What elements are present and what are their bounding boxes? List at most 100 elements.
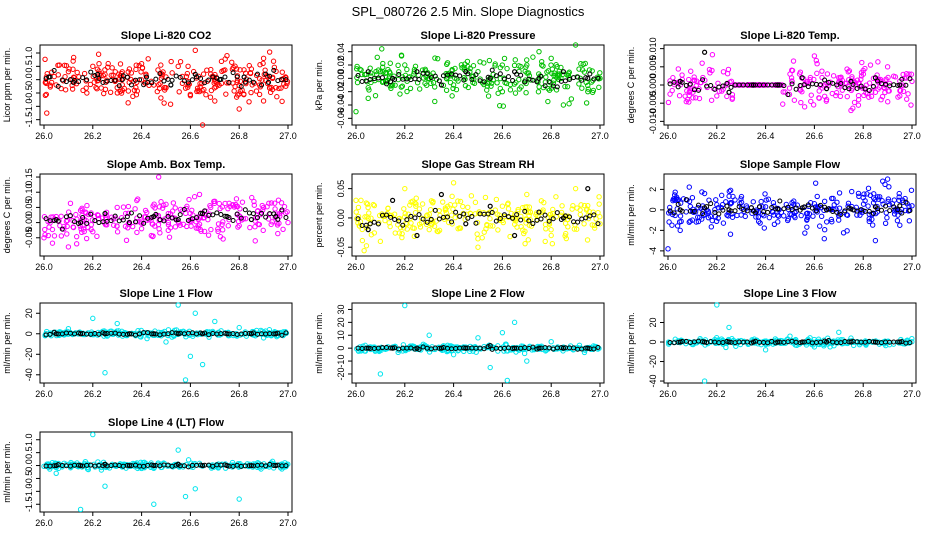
subset-point [124, 74, 130, 80]
data-point [168, 58, 174, 65]
data-point [218, 58, 225, 65]
x-tick-label: 27.0 [279, 518, 297, 528]
subset-point [822, 77, 828, 83]
data-point [450, 351, 457, 358]
x-tick-label: 26.4 [757, 389, 775, 399]
data-point [884, 215, 890, 221]
subset-point [267, 73, 273, 79]
subset-point [575, 74, 581, 80]
data-point [816, 223, 823, 229]
x-tick-label: 26.2 [396, 389, 414, 399]
series-subset-points [43, 461, 289, 470]
data-point [169, 70, 175, 76]
data-point [386, 220, 392, 226]
data-point [475, 335, 481, 341]
data-point [376, 212, 383, 219]
subset-point [432, 207, 438, 213]
subset-point [591, 346, 597, 352]
data-point [502, 79, 508, 86]
data-point [379, 64, 386, 70]
data-point [449, 193, 455, 200]
subset-point [773, 206, 779, 212]
y-tick-label: 0.00 [336, 209, 346, 227]
data-point [241, 91, 247, 98]
data-point [83, 210, 89, 216]
data-point [720, 341, 726, 347]
subset-point [181, 206, 187, 212]
data-point [762, 204, 769, 210]
data-point [371, 202, 378, 209]
data-point [361, 247, 367, 254]
subset-point [119, 77, 125, 83]
data-point [374, 54, 380, 60]
data-point [108, 72, 114, 79]
x-tick-label: 26.6 [806, 262, 824, 272]
subset-point [726, 339, 732, 345]
subset-point [224, 462, 230, 469]
data-point [377, 68, 384, 75]
data-point [159, 205, 166, 211]
data-point [821, 198, 828, 205]
data-point [815, 205, 821, 212]
x-tick-label: 26.8 [230, 389, 248, 399]
series-subset-points [667, 197, 913, 217]
data-point [863, 342, 869, 348]
subset-point [84, 77, 90, 83]
data-point [484, 221, 490, 228]
x-tick-label: 27.0 [903, 262, 921, 272]
data-point [432, 55, 438, 61]
y-tick-label: 2 [648, 187, 658, 192]
y-tick-label: 0.04 [336, 43, 346, 61]
data-point [699, 189, 705, 195]
subset-point [485, 211, 491, 217]
data-point [380, 60, 386, 67]
subset-point [116, 83, 122, 89]
data-point [589, 89, 596, 96]
subset-point [536, 209, 542, 215]
subset-point [214, 210, 220, 216]
subset-point [175, 331, 181, 337]
data-point [135, 196, 141, 202]
subset-point [591, 212, 597, 218]
y-tick-label: -0.06 [336, 108, 346, 129]
subset-point [769, 338, 775, 344]
subset-point [744, 208, 750, 214]
subset-point [59, 77, 65, 83]
data-point [207, 202, 213, 209]
subset-point [151, 213, 157, 220]
data-point [879, 93, 886, 100]
subset-point [241, 74, 247, 80]
data-point [821, 236, 827, 242]
series-all-points [353, 42, 603, 115]
data-point [201, 228, 208, 235]
subset-point [805, 202, 811, 208]
data-point [79, 229, 85, 235]
data-point [260, 60, 266, 67]
data-point [807, 74, 814, 81]
data-point [875, 59, 881, 65]
data-point [94, 233, 100, 240]
data-point [195, 225, 201, 231]
data-point [762, 347, 769, 353]
data-point [42, 226, 48, 233]
y-tick-label: 0.15 [24, 168, 34, 186]
subset-point [677, 78, 683, 84]
data-point [411, 69, 417, 75]
subset-point [51, 68, 57, 74]
subset-point [76, 79, 82, 85]
x-tick-label: 26.8 [542, 131, 560, 141]
subset-point [866, 208, 872, 214]
data-point [780, 101, 786, 107]
subset-point [432, 73, 438, 79]
data-point [536, 84, 542, 90]
data-point [257, 61, 263, 68]
subset-point [700, 211, 706, 217]
subset-point [683, 83, 689, 89]
subset-point [801, 82, 807, 88]
y-tick-label: 0.005 [648, 56, 658, 79]
data-point [727, 187, 734, 194]
subset-point [848, 78, 854, 84]
data-point [824, 71, 831, 77]
data-point [885, 196, 892, 202]
data-point [172, 205, 178, 211]
